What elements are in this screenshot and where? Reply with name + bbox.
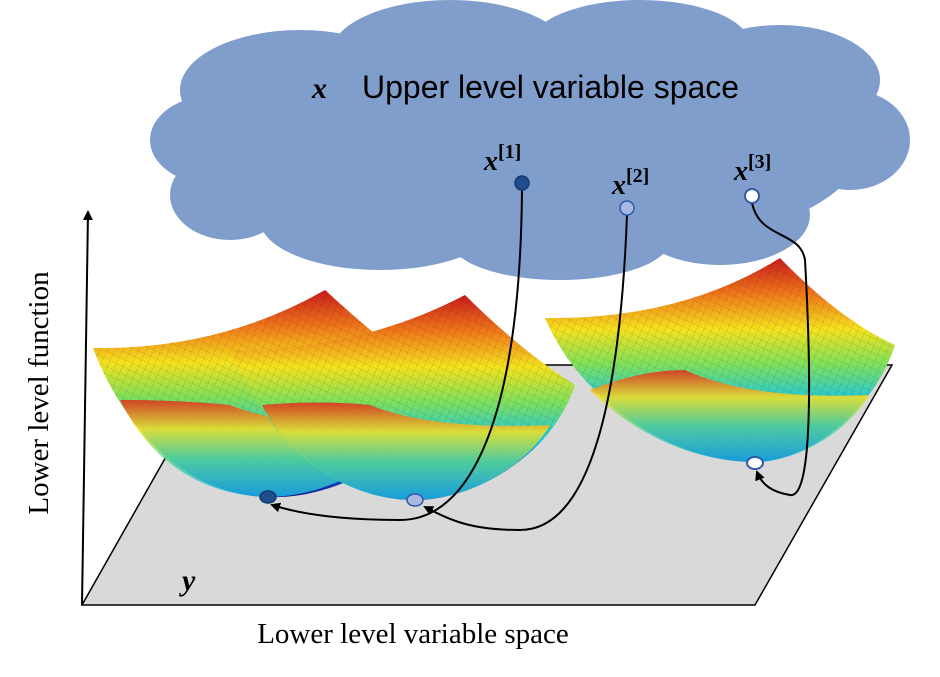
lower-point	[746, 456, 764, 470]
point-index: [2]	[626, 165, 649, 187]
point-index: [1]	[498, 141, 521, 163]
point-symbol: x	[733, 156, 748, 187]
bowl	[232, 295, 575, 500]
lower-point	[259, 490, 277, 504]
point-label: x[1]	[483, 141, 521, 177]
vertical-axis-label: Lower level function	[23, 271, 55, 515]
horizontal-axis-label: Lower level variable space	[257, 618, 569, 650]
mapping-arrow	[270, 189, 811, 532]
upper-point	[619, 200, 635, 216]
vertical-axis	[81, 210, 93, 606]
upper-point	[514, 175, 530, 191]
point-label: x[3]	[733, 151, 771, 187]
point-symbol: x	[611, 170, 626, 201]
upper-symbol: x	[311, 72, 327, 105]
upper-label: Upper level variable space	[362, 69, 739, 105]
point-label: x[2]	[611, 165, 649, 201]
cloud	[150, 0, 910, 280]
point-index: [3]	[748, 151, 771, 173]
plane-label: y	[179, 564, 196, 597]
lower-point	[406, 493, 424, 507]
upper-point	[744, 188, 760, 204]
point-symbol: x	[483, 146, 498, 177]
